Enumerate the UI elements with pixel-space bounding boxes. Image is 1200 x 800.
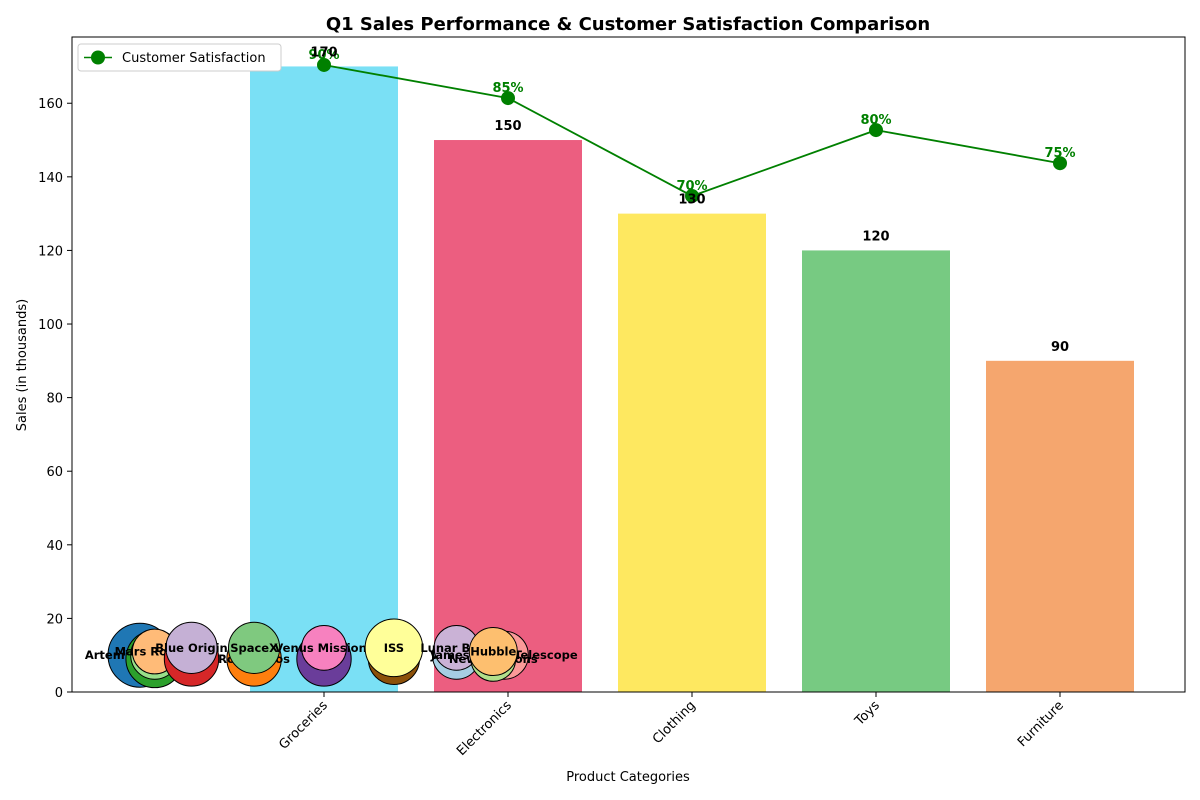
bar-value-toys: 120 — [862, 229, 889, 244]
satisfaction-point-electronics — [501, 91, 515, 106]
bubbles: Artemis ProgramNASAESAMars RoversJAXABlu… — [85, 618, 578, 689]
x-tick-label-furniture: Furniture — [1015, 698, 1067, 750]
bar-value-furniture: 90 — [1051, 340, 1069, 355]
y-tick-label-80: 80 — [46, 392, 63, 407]
bar-value-groceries: 170 — [310, 45, 337, 60]
x-axis-label: Product Categories — [566, 770, 690, 785]
bubble-label-venus-missions: Venus Missions — [274, 641, 373, 655]
bar-value-labels: 170 150 130 120 90 — [310, 45, 1069, 354]
bubble-label-spacex: SpaceX — [230, 641, 278, 655]
satisfaction-point-furniture — [1053, 156, 1067, 171]
bubble-blue-origin — [165, 621, 218, 674]
bubble-label-iss: ISS — [384, 641, 404, 655]
satisfaction-label-furniture: 75% — [1044, 146, 1075, 161]
satisfaction-label-clothing: 70% — [676, 179, 707, 194]
satisfaction-label-toys: 80% — [860, 113, 891, 128]
legend-marker-sample — [91, 50, 105, 65]
satisfaction-label-electronics: 85% — [492, 81, 523, 96]
bubble-spacex — [227, 621, 281, 674]
y-tick-label-20: 20 — [46, 612, 63, 627]
chart-title: Q1 Sales Performance & Customer Satisfac… — [326, 14, 930, 35]
bar-electronics — [434, 140, 582, 693]
bar-value-clothing: 130 — [678, 193, 705, 208]
y-tick-label-60: 60 — [46, 465, 63, 480]
satisfaction-line: 90% 85% 70% 80% 75% — [308, 48, 1076, 203]
bar-toys — [802, 250, 950, 692]
bubble-hubble — [468, 627, 518, 677]
satisfaction-point-clothing — [685, 188, 699, 203]
satisfaction-label-groceries: 90% — [308, 48, 339, 63]
y-axis-label: Sales (in thousands) — [15, 299, 30, 431]
plot-frame — [71, 36, 1186, 693]
legend-entry-satisfaction: Customer Satisfaction — [122, 51, 266, 66]
y-tick-label-140: 140 — [38, 171, 63, 186]
x-tick-label-clothing: Clothing — [650, 698, 699, 747]
x-tick-label-groceries: Groceries — [276, 698, 331, 753]
satisfaction-point-toys — [869, 123, 883, 138]
legend: Customer Satisfaction — [77, 43, 282, 72]
y-tick-label-160: 160 — [38, 97, 63, 112]
satisfaction-point-groceries — [317, 57, 331, 72]
x-tick-label-electronics: Electronics — [454, 698, 515, 759]
bar-value-electronics: 150 — [494, 119, 521, 134]
y-tick-label-40: 40 — [46, 539, 63, 554]
bubble-iss — [364, 618, 424, 678]
bubble-label-hubble: Hubble — [470, 645, 516, 659]
legend-frame — [77, 43, 282, 72]
y-tick-label-120: 120 — [38, 244, 63, 259]
bar-groceries — [250, 66, 398, 692]
bar-clothing — [618, 213, 766, 692]
bars — [250, 66, 1134, 693]
bubble-label-blue-origin: Blue Origin — [155, 641, 227, 655]
bar-furniture — [986, 360, 1134, 692]
x-tick-label-toys: Toys — [852, 698, 883, 729]
y-tick-label-100: 100 — [38, 318, 63, 333]
bubble-venus-missions — [301, 624, 347, 671]
y-tick-label-0: 0 — [55, 686, 63, 701]
